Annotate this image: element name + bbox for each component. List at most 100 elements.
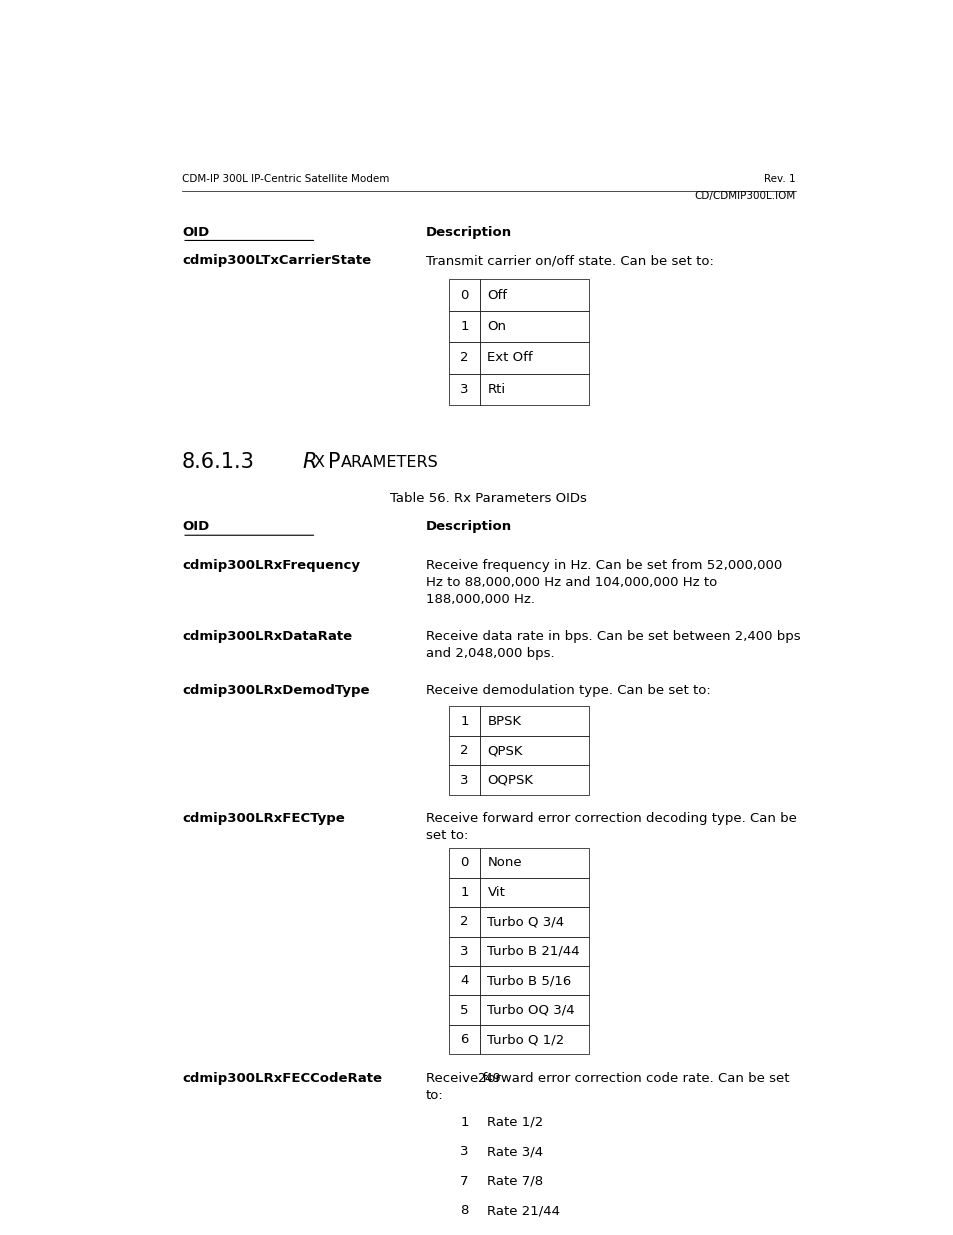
- Text: Rate 1/2: Rate 1/2: [487, 1116, 543, 1129]
- Text: 2: 2: [459, 915, 468, 929]
- Bar: [449, 936, 479, 966]
- Bar: [479, 906, 589, 936]
- Bar: [479, 995, 589, 1025]
- Bar: [449, 1167, 479, 1197]
- Text: cdmip300LRxFrequency: cdmip300LRxFrequency: [182, 559, 359, 572]
- Bar: [479, 878, 589, 906]
- Text: cdmip300LTxCarrierState: cdmip300LTxCarrierState: [182, 254, 371, 267]
- Bar: [479, 736, 589, 766]
- Bar: [449, 706, 479, 736]
- Text: 2: 2: [459, 745, 468, 757]
- Text: Transmit carrier on/off state. Can be set to:: Transmit carrier on/off state. Can be se…: [426, 254, 713, 267]
- Text: OID: OID: [182, 226, 209, 238]
- Bar: [449, 878, 479, 906]
- Text: 2: 2: [459, 352, 468, 364]
- Bar: [479, 706, 589, 736]
- Text: CDM-IP 300L IP-Centric Satellite Modem: CDM-IP 300L IP-Centric Satellite Modem: [182, 174, 389, 184]
- Bar: [449, 1108, 479, 1137]
- Text: 3: 3: [459, 945, 468, 958]
- Bar: [479, 311, 589, 342]
- Text: cdmip300LRxFECCodeRate: cdmip300LRxFECCodeRate: [182, 1072, 382, 1084]
- Text: 1: 1: [459, 715, 468, 727]
- Text: Description: Description: [426, 226, 512, 238]
- Text: 1: 1: [459, 1116, 468, 1129]
- Text: Receive data rate in bps. Can be set between 2,400 bps
and 2,048,000 bps.: Receive data rate in bps. Can be set bet…: [426, 630, 800, 661]
- Bar: [449, 906, 479, 936]
- Bar: [479, 1225, 589, 1235]
- Text: 8: 8: [460, 1204, 468, 1218]
- Text: Receive demodulation type. Can be set to:: Receive demodulation type. Can be set to…: [426, 684, 710, 697]
- Bar: [479, 848, 589, 878]
- Bar: [449, 311, 479, 342]
- Bar: [449, 966, 479, 995]
- Bar: [479, 966, 589, 995]
- Text: 3: 3: [459, 773, 468, 787]
- Text: 6: 6: [460, 1034, 468, 1046]
- Bar: [449, 1025, 479, 1055]
- Text: Table 56. Rx Parameters OIDs: Table 56. Rx Parameters OIDs: [390, 492, 587, 505]
- Text: None: None: [487, 856, 521, 869]
- Text: Receive forward error correction code rate. Can be set
to:: Receive forward error correction code ra…: [426, 1072, 789, 1102]
- Bar: [479, 1025, 589, 1055]
- Text: X: X: [314, 454, 330, 469]
- Text: Turbo B 21/44: Turbo B 21/44: [487, 945, 579, 958]
- Text: CD/CDMIP300L.IOM: CD/CDMIP300L.IOM: [694, 191, 795, 201]
- Text: 3: 3: [459, 383, 468, 395]
- Bar: [479, 342, 589, 373]
- Text: 5: 5: [459, 1004, 468, 1016]
- Text: Description: Description: [426, 520, 512, 534]
- Text: Rate 21/44: Rate 21/44: [487, 1204, 559, 1218]
- Text: 1: 1: [459, 885, 468, 899]
- Bar: [449, 1225, 479, 1235]
- Text: Rate 7/8: Rate 7/8: [487, 1174, 543, 1188]
- Bar: [479, 766, 589, 795]
- Bar: [449, 736, 479, 766]
- Text: Off: Off: [487, 289, 507, 301]
- Bar: [479, 936, 589, 966]
- Text: cdmip300LRxFECType: cdmip300LRxFECType: [182, 811, 344, 825]
- Text: OQPSK: OQPSK: [487, 773, 533, 787]
- Text: BPSK: BPSK: [487, 715, 521, 727]
- Text: Rate 3/4: Rate 3/4: [487, 1145, 543, 1158]
- Bar: [449, 1137, 479, 1167]
- Bar: [479, 1137, 589, 1167]
- Text: Rev. 1: Rev. 1: [763, 174, 795, 184]
- Text: 249: 249: [476, 1072, 500, 1084]
- Text: 0: 0: [460, 289, 468, 301]
- Text: Turbo OQ 3/4: Turbo OQ 3/4: [487, 1004, 575, 1016]
- Text: OID: OID: [182, 520, 209, 534]
- Bar: [449, 342, 479, 373]
- Bar: [479, 1108, 589, 1137]
- Text: Receive frequency in Hz. Can be set from 52,000,000
Hz to 88,000,000 Hz and 104,: Receive frequency in Hz. Can be set from…: [426, 559, 781, 606]
- Text: 3: 3: [459, 1145, 468, 1158]
- Text: Rti: Rti: [487, 383, 505, 395]
- Text: Turbo B 5/16: Turbo B 5/16: [487, 974, 571, 987]
- Text: Ext Off: Ext Off: [487, 352, 533, 364]
- Text: Turbo Q 3/4: Turbo Q 3/4: [487, 915, 564, 929]
- Text: QPSK: QPSK: [487, 745, 522, 757]
- Bar: [449, 1197, 479, 1225]
- Bar: [449, 848, 479, 878]
- Bar: [479, 373, 589, 405]
- Text: 1: 1: [459, 320, 468, 333]
- Text: 4: 4: [460, 974, 468, 987]
- Bar: [449, 373, 479, 405]
- Text: R: R: [302, 452, 316, 472]
- Bar: [449, 279, 479, 311]
- Text: ARAMETERS: ARAMETERS: [341, 454, 438, 469]
- Bar: [449, 995, 479, 1025]
- Text: 7: 7: [459, 1174, 468, 1188]
- Bar: [479, 1197, 589, 1225]
- Text: cdmip300LRxDataRate: cdmip300LRxDataRate: [182, 630, 352, 643]
- Text: P: P: [328, 452, 340, 472]
- Bar: [479, 279, 589, 311]
- Bar: [479, 1167, 589, 1197]
- Bar: [449, 766, 479, 795]
- Text: Vit: Vit: [487, 885, 505, 899]
- Text: Turbo Q 1/2: Turbo Q 1/2: [487, 1034, 564, 1046]
- Text: 0: 0: [460, 856, 468, 869]
- Text: Receive forward error correction decoding type. Can be
set to:: Receive forward error correction decodin…: [426, 811, 796, 842]
- Text: 8.6.1.3: 8.6.1.3: [182, 452, 254, 472]
- Text: On: On: [487, 320, 506, 333]
- Text: cdmip300LRxDemodType: cdmip300LRxDemodType: [182, 684, 369, 697]
